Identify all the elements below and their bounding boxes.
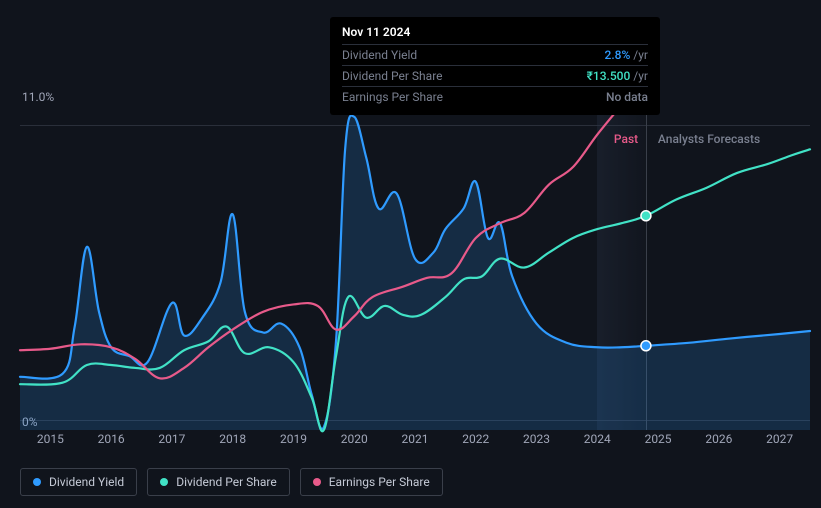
legend-label: Dividend Yield bbox=[49, 475, 124, 489]
series-marker bbox=[641, 341, 651, 351]
y-axis-tick: 11.0% bbox=[22, 90, 54, 104]
line-chart bbox=[20, 105, 810, 430]
tooltip-row-label: Dividend Per Share bbox=[342, 69, 443, 83]
x-axis-tick: 2019 bbox=[280, 432, 307, 446]
tooltip-row-value: No data bbox=[606, 90, 648, 104]
legend-dot bbox=[33, 478, 41, 486]
chart-legend: Dividend Yield Dividend Per Share Earnings… bbox=[20, 468, 443, 496]
x-axis-tick: 2025 bbox=[645, 432, 672, 446]
x-axis-tick: 2020 bbox=[341, 432, 368, 446]
legend-dot bbox=[160, 478, 168, 486]
x-axis-tick: 2017 bbox=[158, 432, 185, 446]
x-axis-tick: 2015 bbox=[37, 432, 64, 446]
chart-tooltip: Nov 11 2024 Dividend Yield2.8% /yrDivide… bbox=[330, 17, 660, 115]
x-axis-tick: 2027 bbox=[766, 432, 793, 446]
x-axis-tick: 2026 bbox=[705, 432, 732, 446]
x-axis-tick: 2024 bbox=[584, 432, 611, 446]
tooltip-row-label: Earnings Per Share bbox=[342, 90, 443, 104]
tooltip-row: Earnings Per Share No data bbox=[342, 86, 648, 107]
tooltip-row-label: Dividend Yield bbox=[342, 48, 417, 62]
tooltip-row: Dividend Per Share ₹13.500 /yr bbox=[342, 65, 648, 86]
legend-dot bbox=[313, 478, 321, 486]
x-axis-tick: 2022 bbox=[462, 432, 489, 446]
x-axis-tick: 2018 bbox=[219, 432, 246, 446]
tooltip-row: Dividend Yield 2.8% /yr bbox=[342, 44, 648, 65]
series-marker bbox=[641, 211, 651, 221]
legend-item-earnings-per-share[interactable]: Earnings Per Share bbox=[300, 468, 443, 496]
x-axis-tick: 2023 bbox=[523, 432, 550, 446]
x-axis-tick: 2016 bbox=[98, 432, 125, 446]
tooltip-row-value: ₹13.500 /yr bbox=[587, 69, 648, 83]
x-axis-tick: 2021 bbox=[402, 432, 429, 446]
legend-label: Dividend Per Share bbox=[176, 475, 277, 489]
legend-item-dividend-per-share[interactable]: Dividend Per Share bbox=[147, 468, 290, 496]
legend-item-dividend-yield[interactable]: Dividend Yield bbox=[20, 468, 137, 496]
tooltip-row-value: 2.8% /yr bbox=[605, 48, 648, 62]
tooltip-date: Nov 11 2024 bbox=[342, 25, 648, 44]
legend-label: Earnings Per Share bbox=[329, 475, 430, 489]
